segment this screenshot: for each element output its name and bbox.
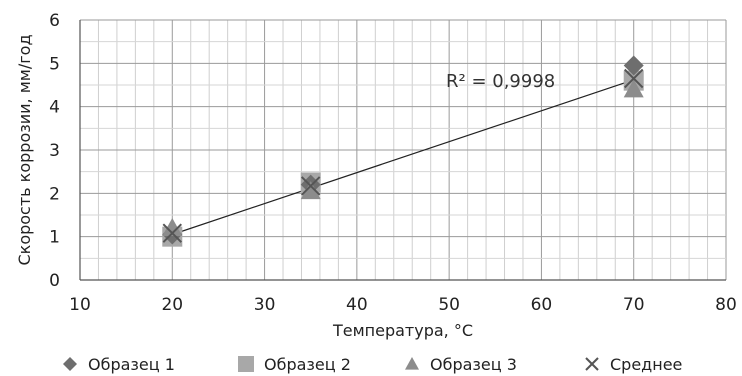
y-tick-label: 1 <box>49 228 60 248</box>
data-point-triangle <box>623 79 644 98</box>
x-axis-label: Температура, °С <box>332 321 473 340</box>
r-squared-annotation: R² = 0,9998 <box>446 71 555 92</box>
x-stroke <box>585 357 599 371</box>
x-tick-label: 30 <box>254 295 276 315</box>
legend: Образец 1 Образец 2 Образец 3 Среднее <box>63 355 682 374</box>
x-tick-label: 40 <box>346 295 368 315</box>
trendline <box>172 79 634 236</box>
legend-marker-square <box>238 356 254 372</box>
data-point-x <box>301 176 321 196</box>
data-point-diamond <box>623 55 644 76</box>
data-points <box>162 55 644 247</box>
legend-label: Образец 2 <box>264 355 351 374</box>
x-stroke <box>162 223 182 243</box>
y-tick-label: 3 <box>49 141 60 161</box>
data-point-triangle <box>300 181 321 200</box>
legend-label: Образец 1 <box>88 355 175 374</box>
x-stroke <box>624 68 644 89</box>
y-tick-label: 4 <box>49 98 60 118</box>
y-tick-label: 2 <box>49 184 60 204</box>
axes <box>79 20 726 281</box>
trendline-group <box>172 79 634 236</box>
legend-marker-triangle <box>405 357 419 370</box>
data-point-x <box>624 68 644 89</box>
y-tick-label: 0 <box>49 271 60 291</box>
grid <box>79 19 727 281</box>
x-tick-labels: 10 20 30 40 50 60 70 80 <box>69 295 737 315</box>
legend-marker-x <box>585 357 599 371</box>
x-tick-label: 10 <box>69 295 91 315</box>
x-tick-label: 60 <box>531 295 553 315</box>
data-point-x <box>162 223 182 243</box>
x-stroke <box>301 176 321 196</box>
legend-label: Образец 3 <box>430 355 517 374</box>
legend-marker-diamond <box>63 357 77 371</box>
x-tick-label: 50 <box>438 295 460 315</box>
y-tick-labels: 0 1 2 3 4 5 6 <box>49 11 60 291</box>
legend-label: Среднее <box>610 355 682 374</box>
x-tick-label: 80 <box>715 295 737 315</box>
x-tick-label: 20 <box>161 295 183 315</box>
y-tick-label: 5 <box>49 54 60 74</box>
y-axis-label: Скорость коррозии, мм/год <box>15 34 34 265</box>
y-tick-label: 6 <box>49 11 60 31</box>
x-tick-label: 70 <box>623 295 645 315</box>
data-point-triangle <box>162 218 183 236</box>
